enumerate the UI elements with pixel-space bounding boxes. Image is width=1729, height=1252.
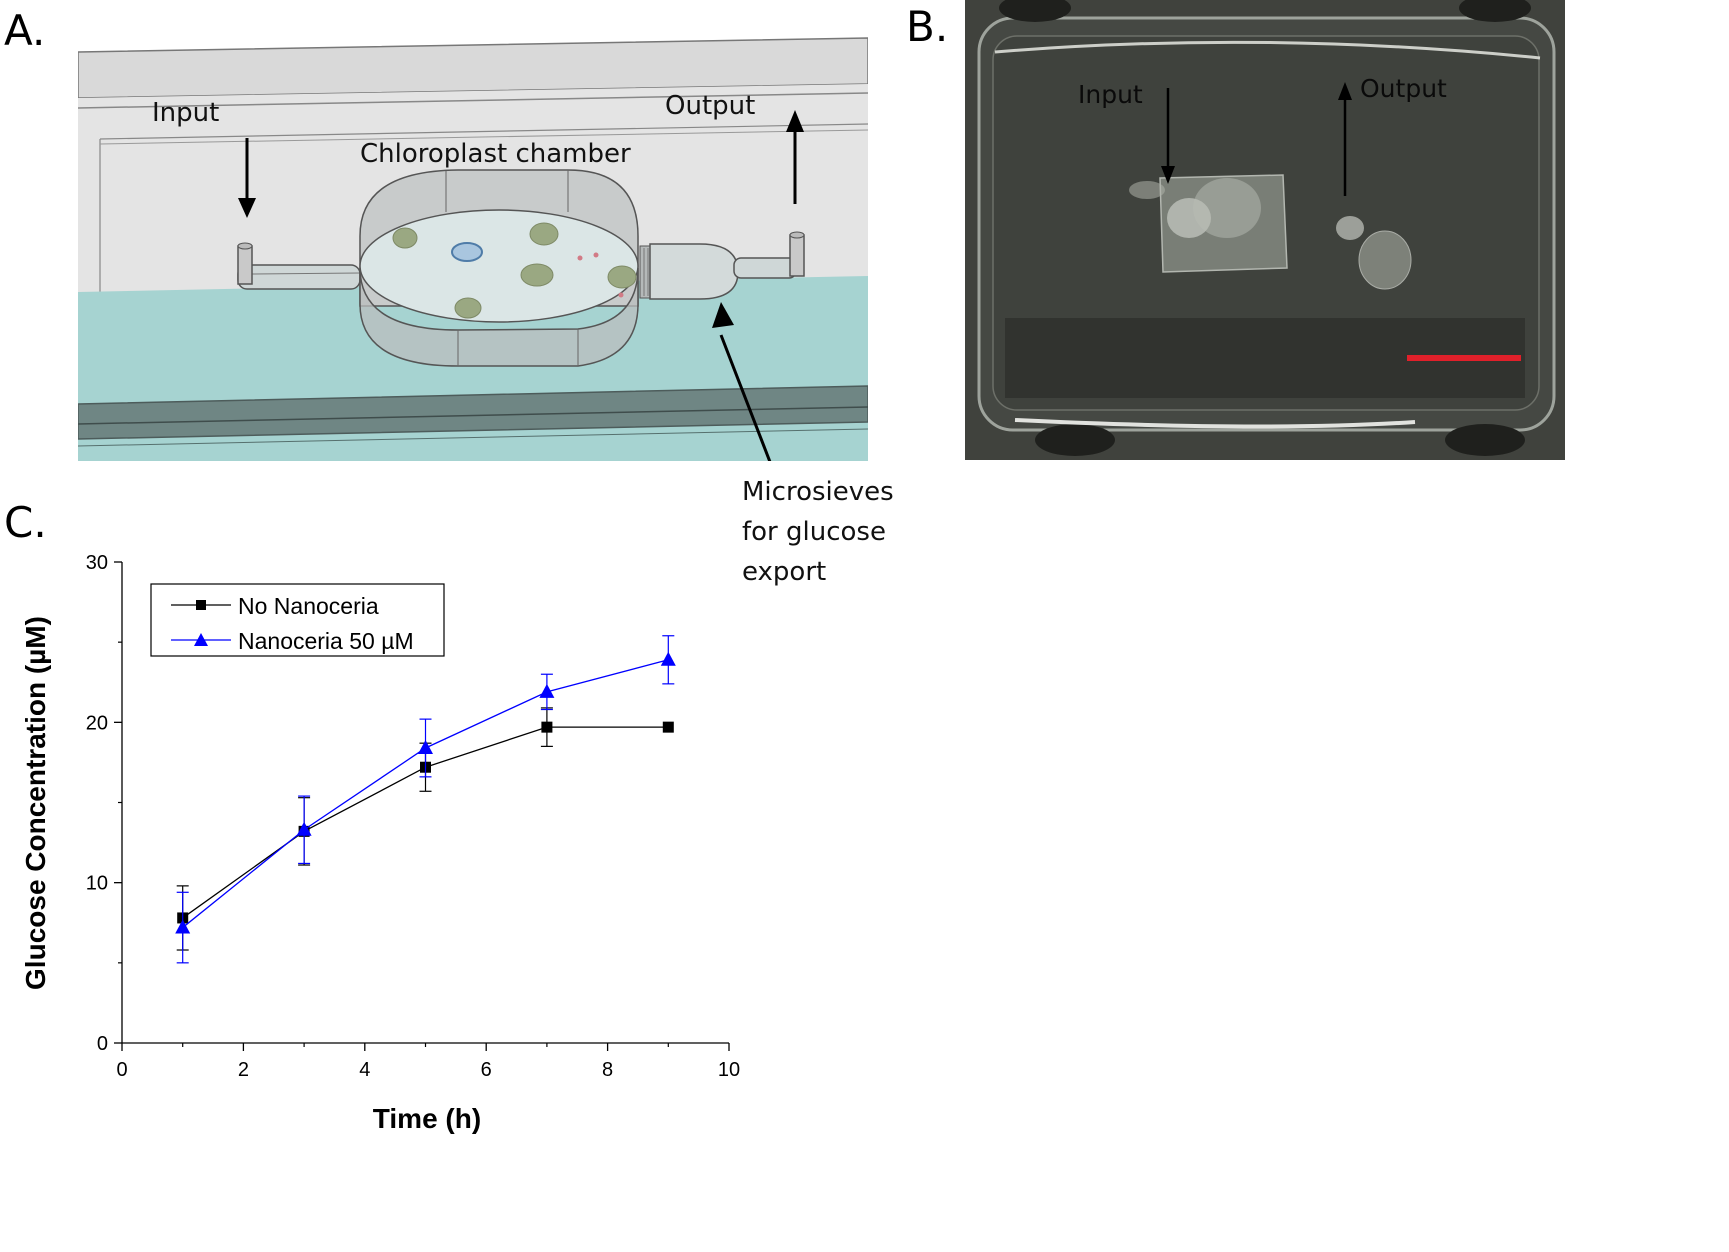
legend-marker-triangle (194, 633, 208, 646)
y-tick-label: 0 (97, 1033, 108, 1055)
microsieve-line-2: for glucose (742, 517, 886, 547)
x-tick-label: 2 (238, 1059, 249, 1081)
output-label-b: Output (1360, 74, 1447, 103)
data-point-square (662, 721, 674, 733)
y-tick-label: 20 (86, 712, 108, 734)
microsieve-line-3: export (742, 557, 827, 587)
microsieve-line-1: Microsieves (742, 477, 894, 507)
glucose-chart: 0 2 4 6 8 10 0 10 20 30 Time (h) Glucose Concentr… (20, 552, 740, 1134)
series-line (182, 659, 669, 929)
data-point-square (541, 721, 553, 733)
legend: No Nanoceria Nanoceria 50 µM (150, 583, 445, 657)
bottom-band (78, 385, 868, 440)
panel-a-schematic (78, 37, 868, 461)
x-tick-label: 8 (602, 1059, 613, 1081)
x-tick-label: 10 (718, 1059, 740, 1081)
y-tick-label: 10 (86, 873, 108, 895)
data-point-triangle (175, 919, 191, 934)
data-point-triangle (660, 651, 676, 666)
data-point-triangle (539, 683, 555, 698)
y-axis-title: Glucose Concentration (µM) (20, 616, 51, 990)
input-label-a: Input (152, 98, 220, 128)
x-axis-title: Time (h) (373, 1103, 481, 1134)
panel-b-photo (965, 0, 1565, 460)
legend-label-nanoceria: Nanoceria 50 µM (238, 628, 414, 654)
input-label-b: Input (1078, 80, 1143, 109)
x-tick-label: 4 (359, 1059, 370, 1081)
legend-marker-square (196, 600, 206, 610)
microsieve-label: Microsieves for glucose export (742, 472, 894, 592)
panel-a-label: A. (4, 6, 46, 55)
top-slab (78, 37, 868, 99)
data-point-triangle (418, 739, 433, 754)
output-label-a: Output (665, 91, 756, 121)
panel-c-label: C. (4, 498, 47, 547)
chamber-interior (359, 209, 639, 323)
x-tick-label: 6 (481, 1059, 492, 1081)
scale-bar (1407, 355, 1521, 361)
series-nanoceria (175, 635, 676, 964)
legend-label-no-nanoceria: No Nanoceria (238, 593, 379, 619)
x-tick-label: 0 (116, 1059, 127, 1081)
chamber-label: Chloroplast chamber (360, 139, 631, 169)
panel-b-label: B. (906, 2, 949, 51)
y-tick-label: 30 (86, 552, 108, 574)
data-point-triangle (296, 821, 312, 836)
